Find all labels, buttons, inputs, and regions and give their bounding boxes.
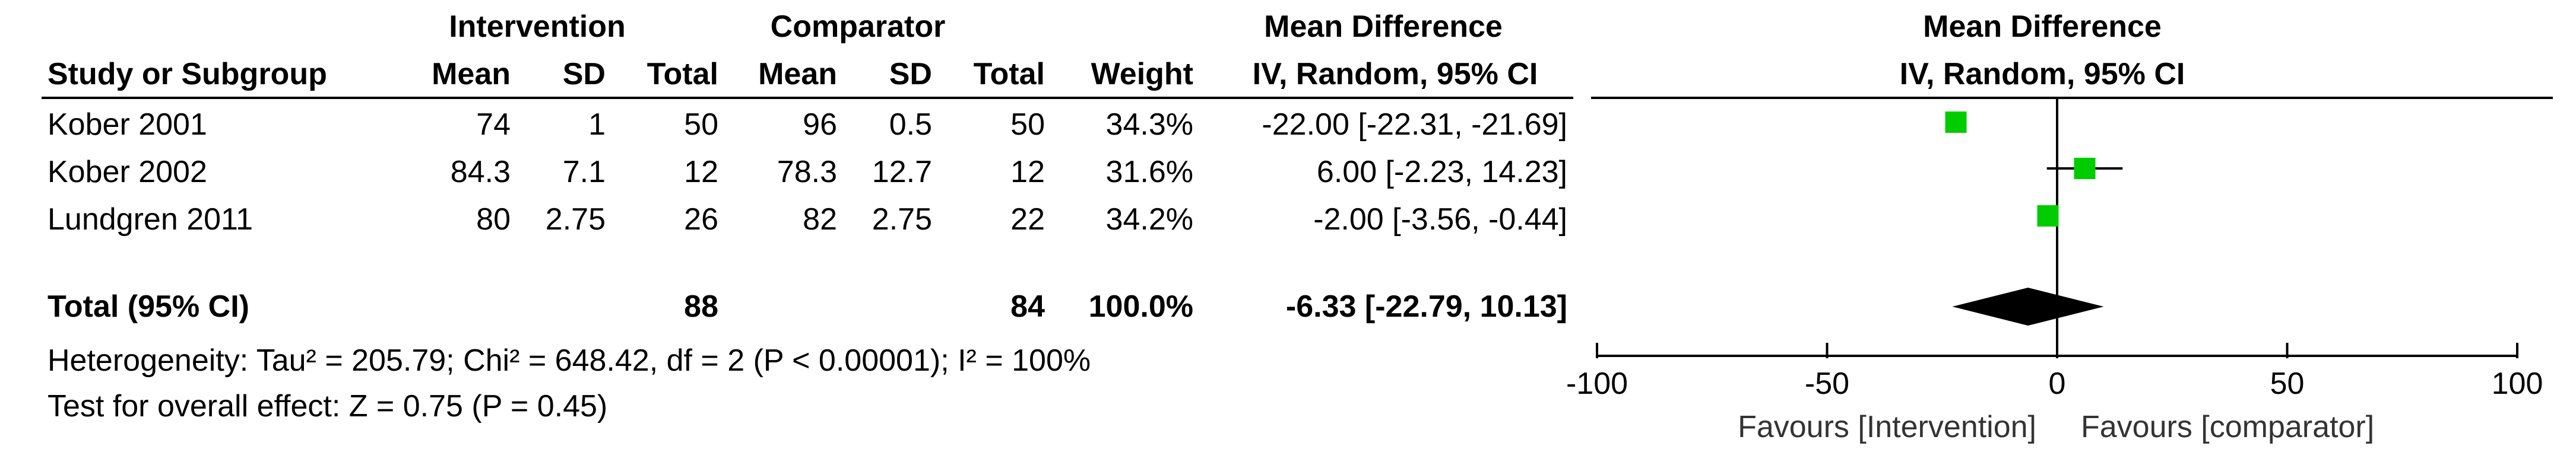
total2-cell: 12 (1010, 155, 1045, 189)
sd2-cell: 0.5 (889, 107, 932, 142)
mean1-header: Mean (432, 57, 511, 91)
total2-cell: 22 (1010, 202, 1045, 237)
ci-cell: 6.00 [-2.23, 14.23] (1316, 155, 1567, 189)
mean2-cell: 96 (803, 107, 837, 142)
table-header-rule (42, 97, 1573, 99)
plot-method-header: IV, Random, 95% CI (1899, 57, 2185, 91)
total1-cell: 12 (684, 155, 718, 189)
mean2-cell: 78.3 (777, 155, 837, 189)
study-marker (2074, 158, 2096, 179)
overall-effect-note: Test for overall effect: Z = 0.75 (P = 0… (47, 389, 608, 423)
x-tick-label: 0 (2049, 367, 2066, 401)
total1-cell: 26 (684, 202, 718, 237)
mean1-cell: 80 (476, 202, 511, 237)
weight-header: Weight (1091, 57, 1193, 91)
total1-cell: 88 (684, 289, 718, 324)
mean2-header: Mean (758, 57, 837, 91)
study-marker (2037, 205, 2059, 227)
sd1-cell: 2.75 (545, 202, 606, 237)
sd1-header: SD (562, 57, 606, 91)
sd2-cell: 12.7 (872, 155, 932, 189)
pooled-diamond (1952, 288, 2104, 326)
study-name: Kober 2002 (47, 155, 207, 189)
md-method-header: IV, Random, 95% CI (1252, 57, 1538, 91)
group1-header: Intervention (449, 9, 626, 44)
heterogeneity-note: Heterogeneity: Tau² = 205.79; Chi² = 648… (47, 343, 1091, 378)
md-title: Mean Difference (1264, 9, 1503, 44)
sd1-cell: 1 (588, 107, 606, 142)
favours-left-label: Favours [Intervention] (1738, 410, 2036, 444)
ci-cell: -2.00 [-3.56, -0.44] (1313, 202, 1567, 237)
study-marker (1945, 111, 1967, 133)
favours-right-label: Favours [comparator] (2081, 410, 2374, 444)
total-weight-cell: 100.0% (1088, 289, 1193, 324)
total-label: Total (95% CI) (47, 289, 249, 324)
mean1-cell: 84.3 (450, 155, 511, 189)
weight-cell: 34.3% (1105, 107, 1193, 142)
plot-title: Mean Difference (1923, 9, 2162, 44)
group2-header: Comparator (770, 9, 946, 44)
x-tick-label: 50 (2270, 367, 2305, 401)
mean2-cell: 82 (803, 202, 837, 237)
weight-cell: 34.2% (1105, 202, 1193, 237)
total-ci-cell: -6.33 [-22.79, 10.13] (1285, 289, 1567, 324)
x-tick-label: -100 (1566, 367, 1628, 401)
mean1-cell: 74 (476, 107, 511, 142)
total2-cell: 84 (1010, 289, 1045, 324)
total2-header: Total (973, 57, 1045, 91)
study-name: Lundgren 2011 (47, 202, 254, 237)
study-header: Study or Subgroup (47, 57, 327, 91)
ci-cell: -22.00 [-22.31, -21.69] (1262, 107, 1567, 142)
sd2-cell: 2.75 (872, 202, 932, 237)
sd1-cell: 7.1 (562, 155, 606, 189)
plot-header-rule (1591, 97, 2553, 99)
total2-cell: 50 (1010, 107, 1045, 142)
sd2-header: SD (889, 57, 932, 91)
total1-cell: 50 (684, 107, 718, 142)
weight-cell: 31.6% (1105, 155, 1193, 189)
x-tick-label: 100 (2492, 367, 2543, 401)
total1-header: Total (647, 57, 718, 91)
study-name: Kober 2001 (47, 107, 207, 142)
x-tick-label: -50 (1805, 367, 1849, 401)
